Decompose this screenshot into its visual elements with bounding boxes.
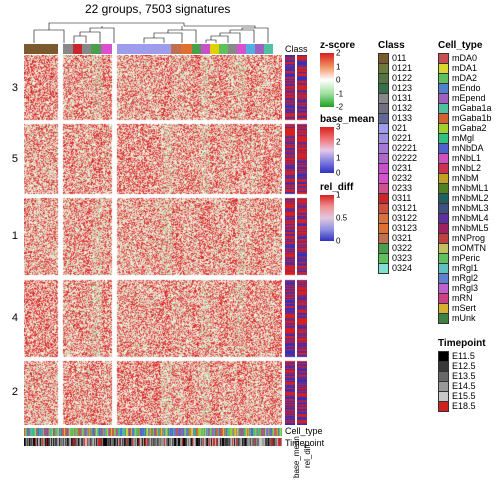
timepoint-legend: Timepoint E11.5E12.5E13.5E14.5E15.5E18.5: [438, 338, 486, 411]
basemean-scale: base_mean 3210: [320, 114, 374, 173]
reldiff-scale: rel_diff 10.50: [320, 182, 353, 241]
zscore-scale: z-score 210-1-2: [320, 40, 355, 107]
celltype-legend: Cell_type mDA0mDA1mDA2mEndomEpendmGaba1a…: [438, 40, 492, 323]
rel-diff-sidebar: [297, 55, 307, 425]
celltype-track: [24, 428, 282, 436]
timepoint-track-label: Timepoint: [285, 438, 324, 448]
base-mean-sidebar: [285, 55, 295, 425]
timepoint-track: [24, 438, 282, 446]
plot-title: 22 groups, 7503 signatures: [85, 2, 230, 16]
class-bar-label: Class: [285, 44, 308, 54]
column-class-bar: [24, 44, 282, 54]
column-dendrogram: [24, 18, 282, 43]
celltype-track-label: Cell_type: [285, 426, 323, 436]
class-legend: Class 0110121012201230131013201330210221…: [378, 40, 417, 273]
heatmap-main: [24, 55, 282, 425]
